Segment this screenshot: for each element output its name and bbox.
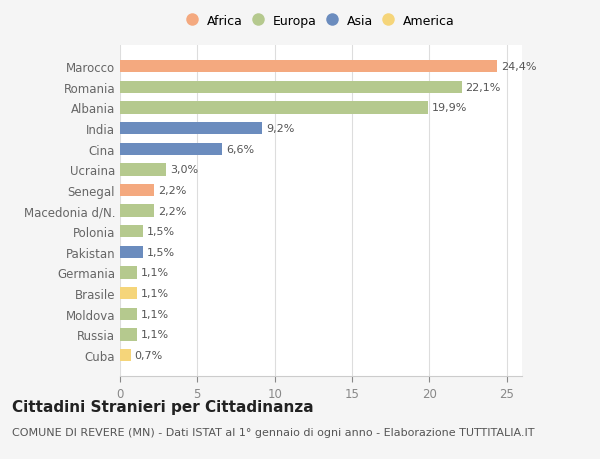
Bar <box>120 164 166 176</box>
Bar <box>120 349 131 361</box>
Text: 9,2%: 9,2% <box>266 124 295 134</box>
Bar <box>120 225 143 238</box>
Text: 1,5%: 1,5% <box>147 227 175 237</box>
Text: 1,1%: 1,1% <box>141 309 169 319</box>
Text: 6,6%: 6,6% <box>226 145 254 154</box>
Bar <box>120 287 137 300</box>
Text: 1,5%: 1,5% <box>147 247 175 257</box>
Text: 3,0%: 3,0% <box>170 165 199 175</box>
Text: 0,7%: 0,7% <box>134 350 163 360</box>
Text: 2,2%: 2,2% <box>158 185 186 196</box>
Bar <box>120 82 462 94</box>
Text: COMUNE DI REVERE (MN) - Dati ISTAT al 1° gennaio di ogni anno - Elaborazione TUT: COMUNE DI REVERE (MN) - Dati ISTAT al 1°… <box>12 427 535 437</box>
Text: 1,1%: 1,1% <box>141 330 169 340</box>
Text: Cittadini Stranieri per Cittadinanza: Cittadini Stranieri per Cittadinanza <box>12 399 314 414</box>
Bar <box>120 308 137 320</box>
Bar <box>120 61 497 73</box>
Bar <box>120 102 428 114</box>
Bar <box>120 143 222 156</box>
Bar <box>120 185 154 197</box>
Legend: Africa, Europa, Asia, America: Africa, Europa, Asia, America <box>185 12 457 30</box>
Bar <box>120 123 262 135</box>
Bar <box>120 246 143 258</box>
Text: 1,1%: 1,1% <box>141 288 169 298</box>
Bar <box>120 205 154 217</box>
Bar <box>120 329 137 341</box>
Text: 2,2%: 2,2% <box>158 206 186 216</box>
Text: 24,4%: 24,4% <box>501 62 536 72</box>
Text: 1,1%: 1,1% <box>141 268 169 278</box>
Text: 22,1%: 22,1% <box>466 83 501 93</box>
Text: 19,9%: 19,9% <box>431 103 467 113</box>
Bar <box>120 267 137 279</box>
